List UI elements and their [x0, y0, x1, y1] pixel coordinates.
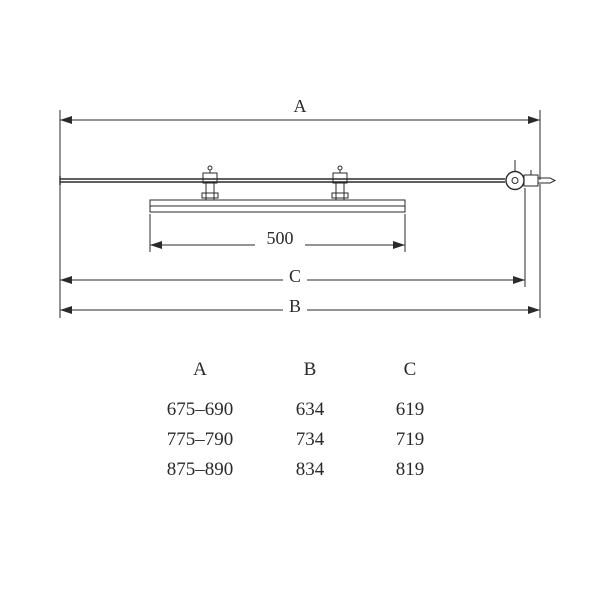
cell: 734	[296, 429, 325, 450]
col-header-B: B	[304, 359, 317, 380]
cell: 834	[296, 459, 325, 480]
cell: 675–690	[167, 399, 234, 420]
dim-A-label: A	[294, 96, 307, 116]
dimension-diagram: A	[0, 0, 600, 600]
cell: 775–790	[167, 429, 234, 450]
bracket-2	[332, 166, 348, 200]
dim-C-label: C	[289, 266, 301, 286]
dim-500-label: 500	[267, 228, 294, 248]
dim-B-label: B	[289, 296, 301, 316]
lower-bar	[150, 200, 405, 212]
cell: 634	[296, 399, 325, 420]
dim-500: 500	[150, 214, 405, 252]
dim-A: A	[60, 96, 540, 180]
dim-B: B	[60, 184, 540, 318]
cell: 719	[396, 429, 425, 450]
cell: 819	[396, 459, 425, 480]
rod	[60, 176, 505, 185]
end-assembly	[506, 160, 555, 195]
cell: 875–890	[167, 459, 234, 480]
col-header-A: A	[193, 359, 207, 380]
cell: 619	[396, 399, 425, 420]
bracket-1	[202, 166, 218, 200]
col-header-C: C	[404, 359, 417, 380]
dimension-table: A B C 675–690 634 619 775–790 734 719 87…	[167, 359, 425, 480]
